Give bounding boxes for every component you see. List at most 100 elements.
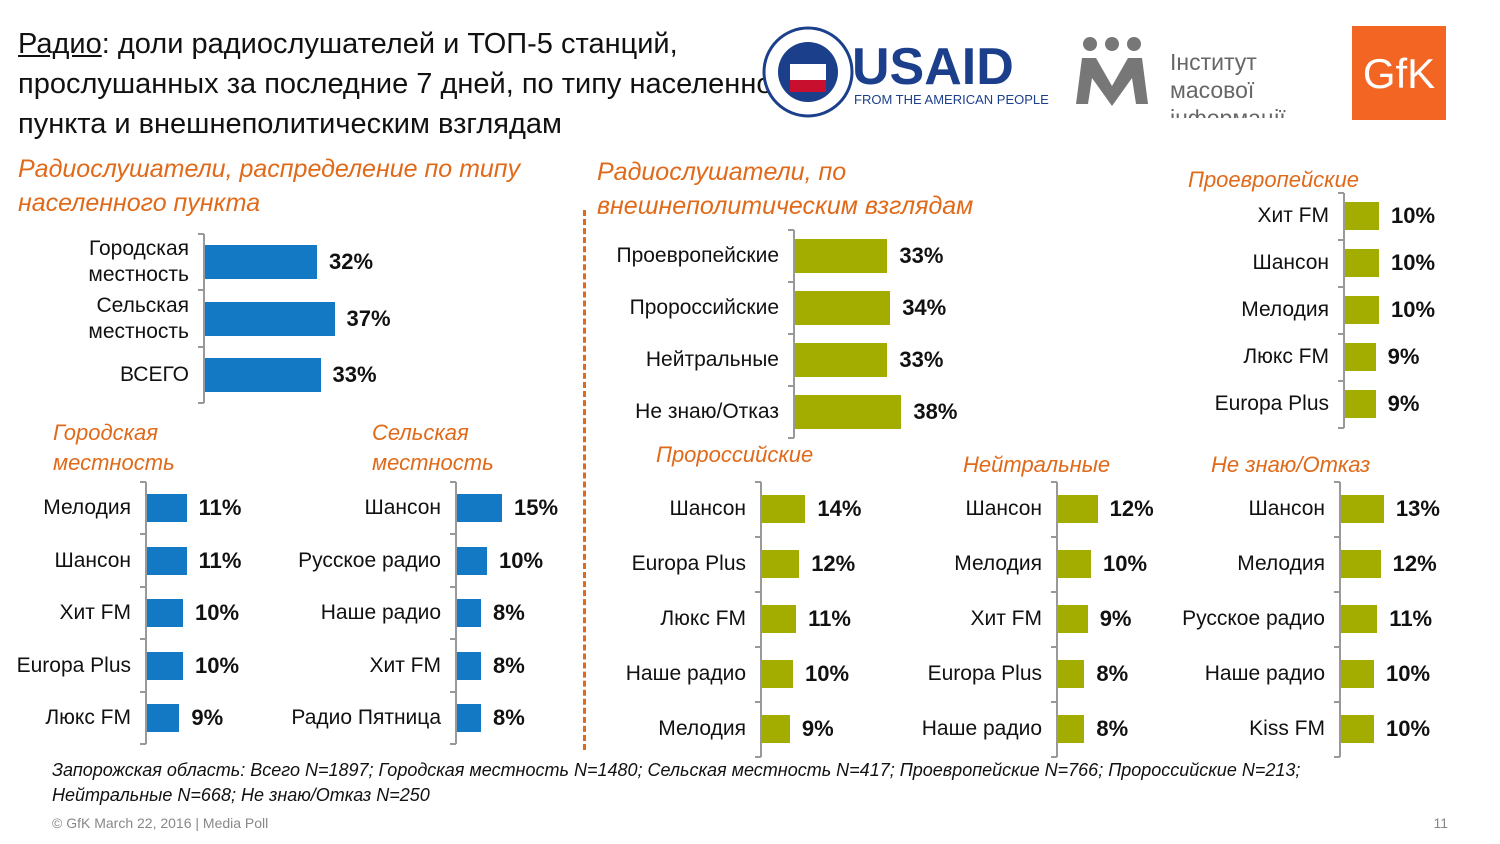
axis-tick	[450, 533, 456, 536]
axis-tick	[140, 690, 146, 693]
value-label: 34%	[902, 295, 947, 320]
axis-line	[760, 481, 762, 757]
axis-tick	[1338, 285, 1344, 288]
bar	[1058, 660, 1085, 688]
category-label: Europa Plus	[1214, 392, 1329, 415]
category-label: Наше радио	[1204, 662, 1325, 685]
bar	[762, 495, 806, 523]
axis-tick	[755, 480, 761, 483]
category-label: Русское радио	[1182, 607, 1325, 630]
value-label: 11%	[1389, 606, 1433, 631]
bar	[147, 704, 180, 732]
category-label: Мелодия	[1237, 552, 1325, 575]
category-label: Наше радио	[625, 662, 746, 685]
category-label: Городская местность	[88, 237, 189, 286]
axis-tick	[1051, 480, 1057, 483]
bar	[205, 301, 335, 336]
divider	[583, 210, 586, 750]
category-label: Хит FM	[369, 653, 441, 677]
category-label: Хит FM	[970, 607, 1042, 630]
axis-line	[1339, 481, 1341, 757]
bar	[457, 651, 481, 680]
value-label: 10%	[1391, 203, 1436, 228]
category-label: Проевропейские	[616, 244, 779, 267]
bar	[1341, 660, 1374, 688]
usaid-seal-stripe	[790, 80, 826, 92]
chart-title: Сельская местность	[372, 420, 494, 475]
bar	[762, 550, 800, 578]
axis-tick	[788, 437, 794, 439]
bar	[457, 494, 502, 522]
value-label: 12%	[811, 551, 856, 576]
category-label: Kiss FM	[1249, 717, 1325, 740]
title-text: : доли радиослушателей и ТОП-5 станций, …	[18, 28, 799, 140]
bar	[205, 245, 317, 279]
bar	[795, 395, 902, 429]
axis-tick	[1051, 590, 1057, 593]
category-label: Мелодия	[43, 496, 131, 519]
category-label: Мелодия	[954, 552, 1042, 575]
chart-title: Радиослушатели, по внешнеполитическим вз…	[597, 158, 974, 220]
value-label: 10%	[1386, 661, 1431, 686]
axis-tick	[788, 281, 794, 283]
category-label: Не знаю/Отказ	[635, 400, 779, 423]
bar	[147, 651, 183, 680]
bar	[795, 291, 891, 325]
axis-tick	[140, 480, 146, 483]
bar	[1345, 296, 1379, 324]
category-label: Мелодия	[1241, 298, 1329, 321]
chart-title: Городская местность	[53, 420, 175, 475]
category-label: Люкс FM	[660, 607, 746, 630]
category-label: Люкс FM	[1243, 345, 1329, 368]
category-label: Радио Пятница	[291, 706, 441, 729]
bar	[1341, 550, 1381, 578]
axis-tick	[1334, 700, 1340, 703]
axis-line	[455, 481, 457, 745]
axis-tick	[198, 232, 204, 235]
category-label: Шансон	[965, 497, 1042, 520]
category-label: Люкс FM	[45, 706, 131, 729]
axis-tick	[140, 533, 146, 536]
axis-tick	[1051, 700, 1057, 703]
bar	[1058, 605, 1088, 633]
bar	[795, 343, 888, 377]
axis-tick	[1338, 379, 1344, 382]
axis-tick	[755, 590, 761, 593]
axis-tick	[1334, 645, 1340, 648]
axis-tick	[450, 690, 456, 693]
category-label: Нейтральные	[645, 348, 779, 371]
axis-tick	[140, 585, 146, 588]
axis-tick	[450, 743, 456, 746]
bar	[1341, 605, 1378, 633]
axis-tick	[755, 535, 761, 538]
bar	[1058, 550, 1091, 578]
bar	[457, 546, 487, 575]
axis-tick	[1338, 426, 1344, 429]
category-label: Шансон	[1248, 497, 1325, 520]
footnote: Запорожская область: Всего N=1897; Город…	[52, 760, 1301, 805]
category-label: Хит FM	[1257, 204, 1329, 227]
bar	[1345, 249, 1379, 277]
imi-text: Інститут масової інформації	[1170, 49, 1286, 118]
usaid-logo: USAID	[852, 38, 1014, 96]
slide-title: Радио: доли радиослушателей и ТОП-5 стан…	[18, 24, 868, 144]
gfk-logo: GfK	[1363, 50, 1435, 97]
bar	[1341, 715, 1374, 743]
value-label: 11%	[198, 495, 242, 520]
axis-tick	[140, 743, 146, 746]
category-label: Europa Plus	[16, 653, 131, 677]
bar	[762, 715, 790, 743]
axis-line	[1343, 192, 1345, 428]
value-label: 9%	[801, 716, 834, 741]
value-label: 10%	[1103, 551, 1148, 576]
axis-tick	[1338, 191, 1344, 194]
axis-tick	[788, 229, 794, 231]
value-label: 8%	[493, 600, 525, 625]
value-label: 10%	[1386, 716, 1431, 741]
value-label: 13%	[1395, 496, 1440, 521]
value-label: 33%	[332, 362, 377, 387]
logos: USAID FROM THE AMERICAN PEOPLE Інститут …	[762, 26, 1446, 120]
imi-mark	[1076, 37, 1148, 106]
chart-title: Не знаю/Отказ	[1211, 452, 1371, 477]
